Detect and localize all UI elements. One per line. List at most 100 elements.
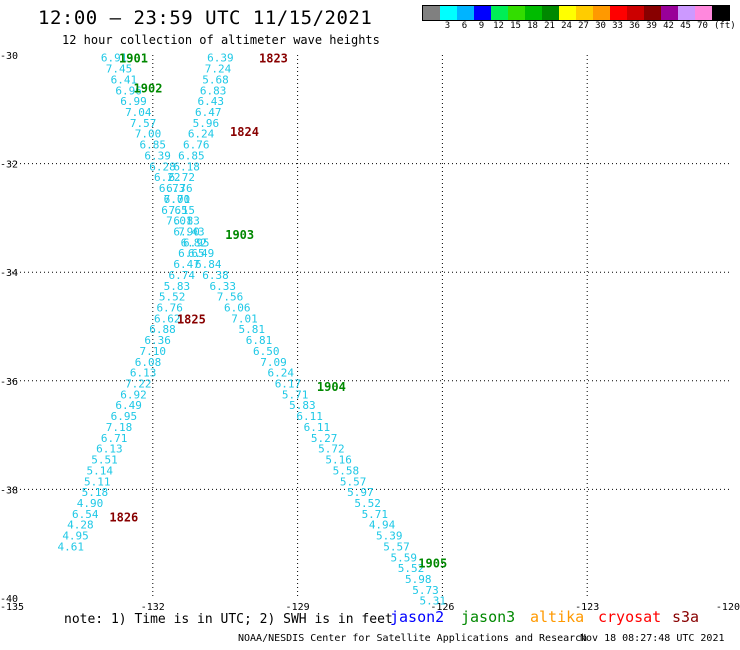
color-scale-label: 42 (663, 21, 674, 31)
swh-value: 4.61 (57, 540, 84, 553)
swh-value: 6.06 (224, 301, 251, 314)
mission-jason2: jason2 (390, 608, 445, 626)
swh-value: 6.76 (183, 139, 210, 152)
color-scale-label: 36 (629, 21, 640, 31)
swh-value: 4.94 (369, 519, 396, 532)
lat-tick-label: -40 (0, 594, 18, 605)
swh-value: 6.47 (173, 258, 200, 271)
swh-value: 6.47 (195, 106, 222, 119)
swh-value: 7.43 (178, 225, 205, 238)
color-scale-swatch (440, 6, 457, 20)
mission-altika: altika (530, 608, 585, 626)
swh-value: 6.76 (166, 182, 193, 195)
swh-value: 6.13 (96, 443, 123, 456)
swh-value: 6.24 (267, 367, 294, 380)
track-b: 6.397.245.686.836.436.475.966.246.766.85… (161, 52, 446, 608)
time-label: 1825 (177, 312, 206, 326)
swh-value: 5.72 (318, 443, 345, 456)
lat-tick-label: -36 (0, 377, 18, 388)
color-scale-label: 15 (510, 21, 521, 31)
swh-value: 7.10 (140, 345, 167, 358)
swh-value: 7.04 (125, 106, 152, 119)
swh-value: 4.28 (67, 519, 94, 532)
color-scale-swatch (695, 6, 712, 20)
swh-value: 5.14 (86, 464, 113, 477)
color-scale-label: 3 (444, 21, 451, 31)
swh-value: 5.57 (383, 540, 410, 553)
color-scale-swatch (644, 6, 661, 20)
color-scale-swatch (525, 6, 542, 20)
footer-timestamp: Nov 18 08:27:48 UTC 2021 (580, 633, 725, 644)
swh-value: 7.01 (231, 312, 258, 325)
color-scale-label: 30 (595, 21, 606, 31)
swh-value: 5.31 (419, 595, 446, 608)
time-label: 1823 (259, 52, 288, 66)
swh-value: 5.98 (405, 573, 432, 586)
swh-value: 5.73 (412, 584, 439, 597)
swh-value: 5.68 (202, 73, 229, 86)
lon-tick-label: -129 (286, 602, 310, 613)
map-time-labels: 1901 1902 1823 1824 1903 1825 1904 1826 1905 (109, 52, 447, 571)
color-scale-swatch (559, 6, 576, 20)
swh-value: 6.74 (169, 269, 196, 282)
color-scale-label: 27 (578, 21, 589, 31)
color-scale-swatch (423, 6, 440, 20)
swh-value: 5.52 (354, 497, 381, 510)
swh-value: 6.85 (140, 139, 167, 152)
swh-value: 5.11 (84, 475, 111, 488)
color-scale-label: 45 (680, 21, 691, 31)
color-scale-label: 70 (697, 21, 708, 31)
time-label: 1824 (230, 125, 259, 139)
swh-value: 7.09 (260, 356, 287, 369)
swh-value: 7.56 (217, 291, 244, 304)
swh-value: 7.57 (130, 117, 157, 130)
swh-value: 7.00 (135, 128, 162, 141)
color-scale-swatch (627, 6, 644, 20)
swh-value: 6.83 (173, 215, 200, 228)
swh-value: 5.71 (362, 508, 389, 521)
swh-value: 5.39 (376, 530, 403, 543)
swh-value: 6.65 (161, 204, 188, 217)
swh-value: 6.92 (120, 388, 147, 401)
color-scale-swatch (593, 6, 610, 20)
color-scale-label: 6 (461, 21, 468, 31)
lon-tick-label: -123 (575, 602, 599, 613)
swh-value: 6.50 (253, 345, 280, 358)
swh-value: 6.17 (275, 378, 302, 391)
lon-tick-label: -120 (716, 602, 740, 613)
swh-value: 6.36 (144, 334, 171, 347)
lat-tick-label: -34 (0, 268, 18, 279)
swh-value: 6.71 (164, 193, 191, 206)
lon-tick-label: -126 (430, 602, 454, 613)
lat-tick-label: -30 (0, 51, 18, 62)
swh-value: 7.18 (106, 421, 133, 434)
swh-value: 6.88 (149, 323, 176, 336)
color-scale-swatch (661, 6, 678, 20)
color-scale-swatch (542, 6, 559, 20)
swh-value: 5.58 (333, 464, 360, 477)
swh-value: 5.71 (282, 388, 309, 401)
swh-value: 6.81 (246, 334, 273, 347)
swh-value: 6.41 (111, 73, 138, 86)
swh-value: 6.49 (115, 399, 142, 412)
swh-value: 7.22 (125, 378, 152, 391)
color-scale-swatch (457, 6, 474, 20)
swh-value: 7.45 (106, 63, 133, 76)
swh-value: 6.95 (183, 236, 210, 249)
swh-value: 5.57 (340, 475, 367, 488)
swh-value: 6.54 (72, 508, 99, 521)
swh-value: 5.51 (91, 454, 118, 467)
color-scale-bar (422, 5, 730, 21)
footer-note: note: 1) Time is in UTC; 2) SWH is in fe… (64, 612, 393, 627)
swh-value: 6.91 (101, 52, 128, 65)
map-tracks: 6.917.456.416.966.997.047.577.006.856.39… (57, 52, 446, 608)
swh-value: 7.15 (169, 204, 196, 217)
swh-value: 6.82 (181, 236, 208, 249)
color-scale-label: 18 (527, 21, 538, 31)
swh-value: 6.71 (101, 432, 128, 445)
color-scale-label: 12 (493, 21, 504, 31)
swh-value: 6.28 (149, 160, 176, 173)
page-title: 12:00 – 23:59 UTC 11/15/2021 (38, 7, 373, 29)
color-scale-label: 39 (646, 21, 657, 31)
